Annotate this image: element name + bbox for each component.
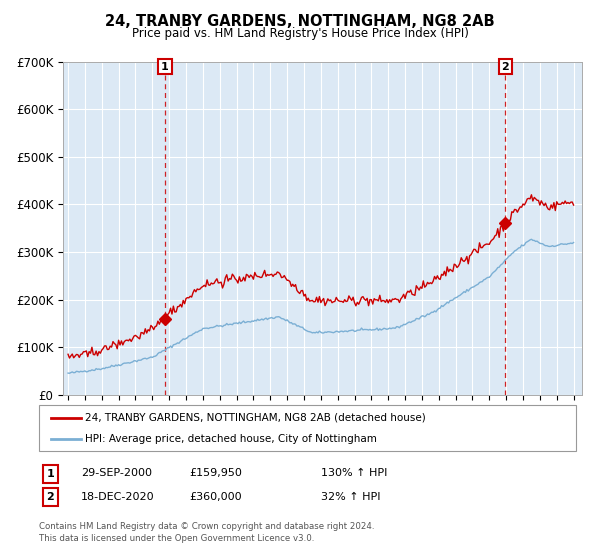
Text: 2: 2: [502, 62, 509, 72]
Text: 1: 1: [161, 62, 169, 72]
Text: 32% ↑ HPI: 32% ↑ HPI: [321, 492, 380, 502]
Text: 2: 2: [47, 492, 54, 502]
Text: £360,000: £360,000: [189, 492, 242, 502]
Text: £159,950: £159,950: [189, 468, 242, 478]
Text: 24, TRANBY GARDENS, NOTTINGHAM, NG8 2AB: 24, TRANBY GARDENS, NOTTINGHAM, NG8 2AB: [105, 14, 495, 29]
Text: 130% ↑ HPI: 130% ↑ HPI: [321, 468, 388, 478]
Text: 1: 1: [47, 469, 54, 479]
Text: 24, TRANBY GARDENS, NOTTINGHAM, NG8 2AB (detached house): 24, TRANBY GARDENS, NOTTINGHAM, NG8 2AB …: [85, 413, 426, 423]
Text: 18-DEC-2020: 18-DEC-2020: [81, 492, 155, 502]
Text: HPI: Average price, detached house, City of Nottingham: HPI: Average price, detached house, City…: [85, 435, 377, 444]
Text: Price paid vs. HM Land Registry's House Price Index (HPI): Price paid vs. HM Land Registry's House …: [131, 27, 469, 40]
Text: 29-SEP-2000: 29-SEP-2000: [81, 468, 152, 478]
Text: Contains HM Land Registry data © Crown copyright and database right 2024.
This d: Contains HM Land Registry data © Crown c…: [39, 522, 374, 543]
